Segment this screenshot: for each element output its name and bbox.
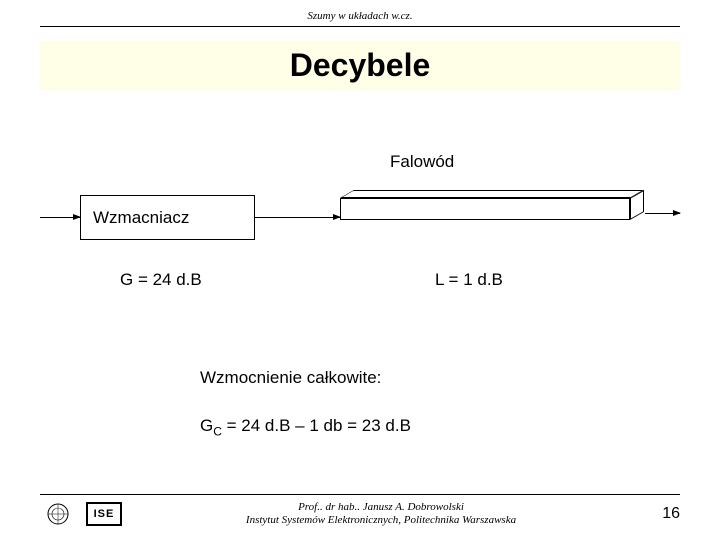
loss-label: L = 1 d.B: [435, 270, 503, 290]
signal-line-mid: [255, 217, 340, 218]
ise-logo-icon: ISE: [86, 502, 122, 526]
gain-label: G = 24 d.B: [120, 270, 202, 290]
slide-title: Decybele: [290, 47, 431, 83]
page-number: 16: [640, 505, 680, 523]
signal-line-in: [40, 217, 80, 218]
amplifier-box: Wzmacniacz: [80, 195, 255, 240]
footer-logos: ISE: [40, 502, 122, 526]
footer-author: Prof.. dr hab.. Janusz A. Dobrowolski: [122, 501, 640, 515]
footer-rule: [40, 494, 680, 495]
falowod-label: Falowód: [390, 152, 454, 172]
signal-line-out: [645, 213, 680, 214]
waveguide-front: [340, 198, 630, 220]
header-rule: [40, 26, 680, 27]
gc-rest: = 24 d.B – 1 db = 23 d.B: [222, 416, 411, 435]
body-line-2: GC = 24 d.B – 1 db = 23 d.B: [200, 416, 720, 438]
slide-footer: ISE Prof.. dr hab.. Janusz A. Dobrowolsk…: [0, 494, 720, 529]
university-logo-icon: [40, 502, 76, 526]
body-line-1: Wzmocnienie całkowite:: [200, 368, 720, 388]
footer-row: ISE Prof.. dr hab.. Janusz A. Dobrowolsk…: [40, 501, 680, 529]
footer-institute: Instytut Systemów Elektronicznych, Polit…: [122, 514, 640, 528]
gc-g: G: [200, 416, 213, 435]
footer-credits: Prof.. dr hab.. Janusz A. Dobrowolski In…: [122, 501, 640, 529]
waveguide-shape: [340, 190, 646, 228]
block-diagram: Falowód Wzmacniacz G = 24 d.B L = 1 d.B: [40, 140, 680, 340]
ise-logo-text: ISE: [94, 508, 115, 520]
header-caption: Szumy w układach w.cz.: [0, 10, 720, 22]
waveguide-top: [340, 190, 644, 198]
amplifier-label: Wzmacniacz: [93, 208, 189, 228]
gc-sub: C: [213, 424, 222, 438]
title-band: Decybele: [40, 41, 680, 90]
slide-header: Szumy w układach w.cz.: [0, 0, 720, 27]
